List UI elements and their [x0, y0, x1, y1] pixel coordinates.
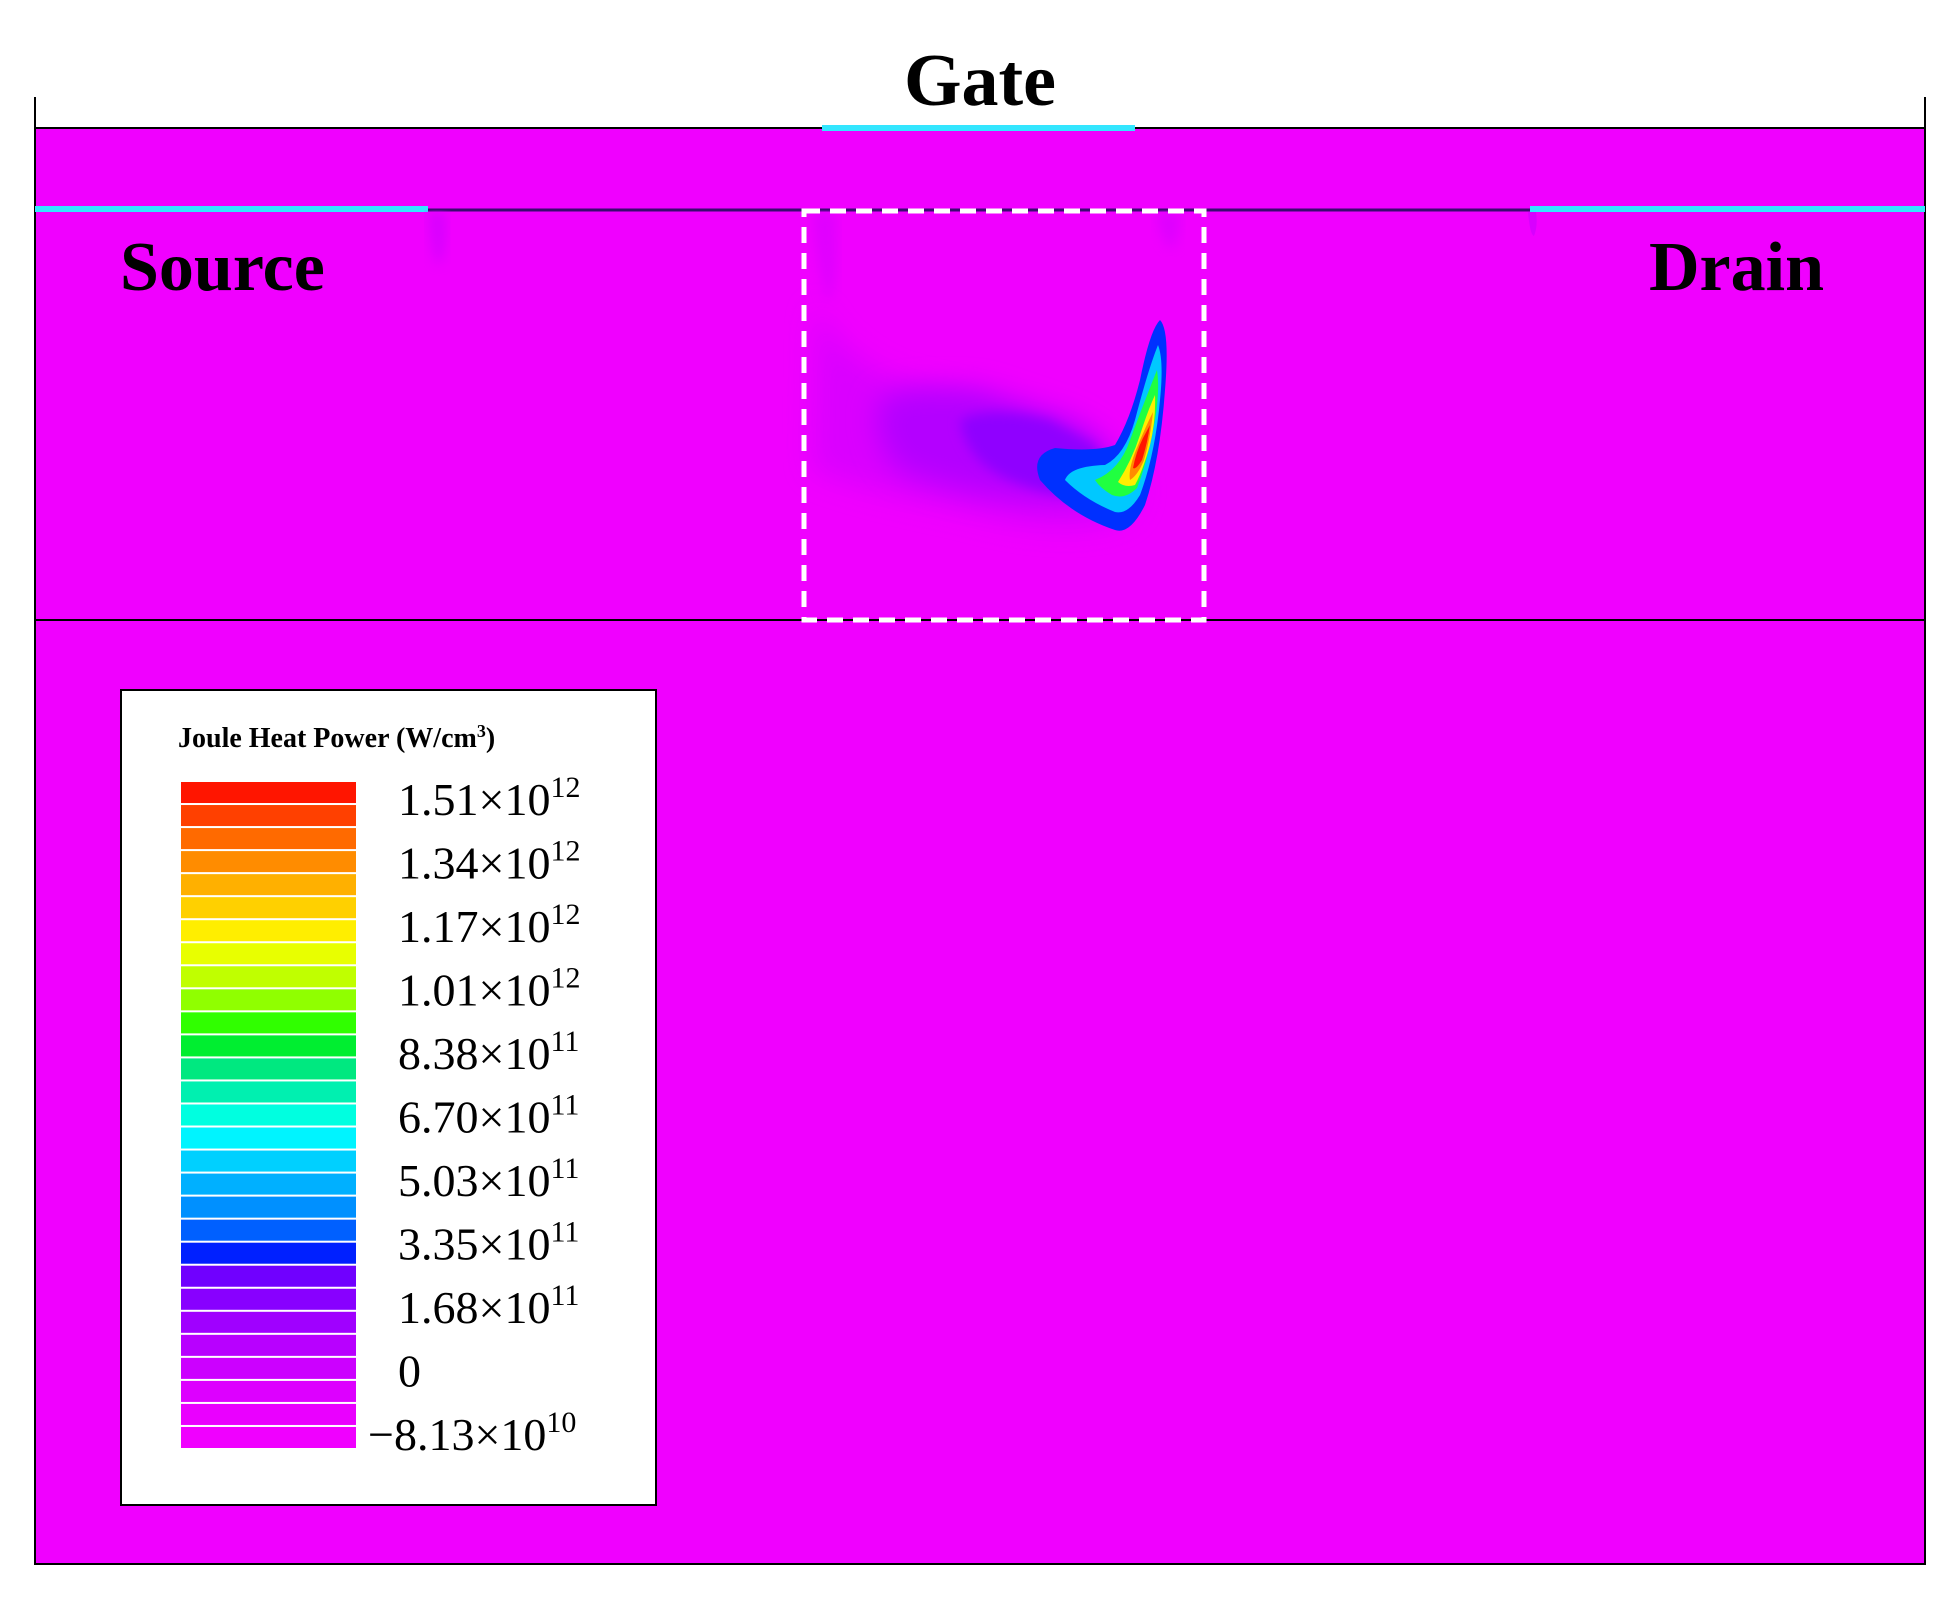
legend-tick-label: 1.17×1012 [398, 898, 580, 952]
legend-swatch [181, 1242, 356, 1264]
legend-tick-label: 3.35×1011 [398, 1216, 579, 1270]
legend-swatch [181, 1265, 356, 1287]
legend-swatch [181, 805, 356, 827]
drain-label: Drain [1649, 229, 1824, 306]
source-contact [35, 206, 428, 212]
legend-swatch [181, 1357, 356, 1379]
highlight-region-box [801, 208, 1207, 623]
legend-swatch [181, 851, 356, 873]
gate-label: Gate [904, 40, 1056, 122]
contour-hook-red [1133, 425, 1150, 469]
legend-swatch [181, 966, 356, 988]
legend-swatch [181, 920, 356, 942]
legend-swatch [181, 943, 356, 965]
gate-contact [822, 125, 1135, 131]
gate-edge-spot-right [1156, 212, 1181, 250]
legend-tick-label: −8.13×1010 [368, 1406, 576, 1460]
legend-tick-label: 1.34×1012 [398, 835, 580, 889]
source-edge-spot [428, 212, 447, 265]
legend-swatch [181, 1403, 356, 1425]
drain-edge-spot [1528, 212, 1537, 236]
legend-title: Joule Heat Power (W/cm3) [178, 721, 495, 754]
legend-swatch [181, 897, 356, 919]
legend-swatch [181, 1311, 356, 1333]
legend-tick-label: 1.01×1012 [398, 962, 580, 1016]
legend-swatch [181, 1219, 356, 1241]
legend: Joule Heat Power (W/cm3) 1.51×1012 1.34×1… [120, 689, 657, 1506]
legend-swatch [181, 1173, 356, 1195]
legend-tick-label: 1.68×1011 [398, 1279, 579, 1333]
legend-swatch [181, 874, 356, 896]
legend-swatch [181, 1334, 356, 1356]
legend-tick-label: 1.51×1012 [398, 771, 580, 825]
legend-tick-label: 0 [398, 1346, 421, 1397]
legend-swatch [181, 989, 356, 1011]
legend-swatch [181, 1380, 356, 1402]
legend-swatch [181, 1196, 356, 1218]
drain-contact [1530, 206, 1925, 212]
legend-swatch [181, 1288, 356, 1310]
legend-swatch [181, 782, 356, 804]
legend-swatch [181, 1150, 356, 1172]
legend-swatch [181, 1012, 356, 1034]
legend-tick-label: 6.70×1011 [398, 1089, 579, 1143]
legend-swatch [181, 1104, 356, 1126]
source-label: Source [120, 229, 325, 306]
legend-swatch [181, 1035, 356, 1057]
legend-swatch [181, 1426, 356, 1448]
legend-swatch [181, 1127, 356, 1149]
contour-hook-yellow [1118, 395, 1156, 486]
legend-tick-label: 5.03×1011 [398, 1152, 579, 1206]
legend-tick-label: 8.38×1011 [398, 1025, 579, 1079]
gate-edge-spot-left [812, 212, 837, 300]
legend-tick-labels: 1.51×1012 1.34×1012 1.17×1012 1.01×1012 8.38… [368, 771, 580, 1460]
heat-contour [428, 212, 1537, 531]
legend-swatch [181, 828, 356, 850]
legend-swatch [181, 1058, 356, 1080]
legend-color-bar [181, 782, 356, 1448]
legend-swatch [181, 1081, 356, 1103]
